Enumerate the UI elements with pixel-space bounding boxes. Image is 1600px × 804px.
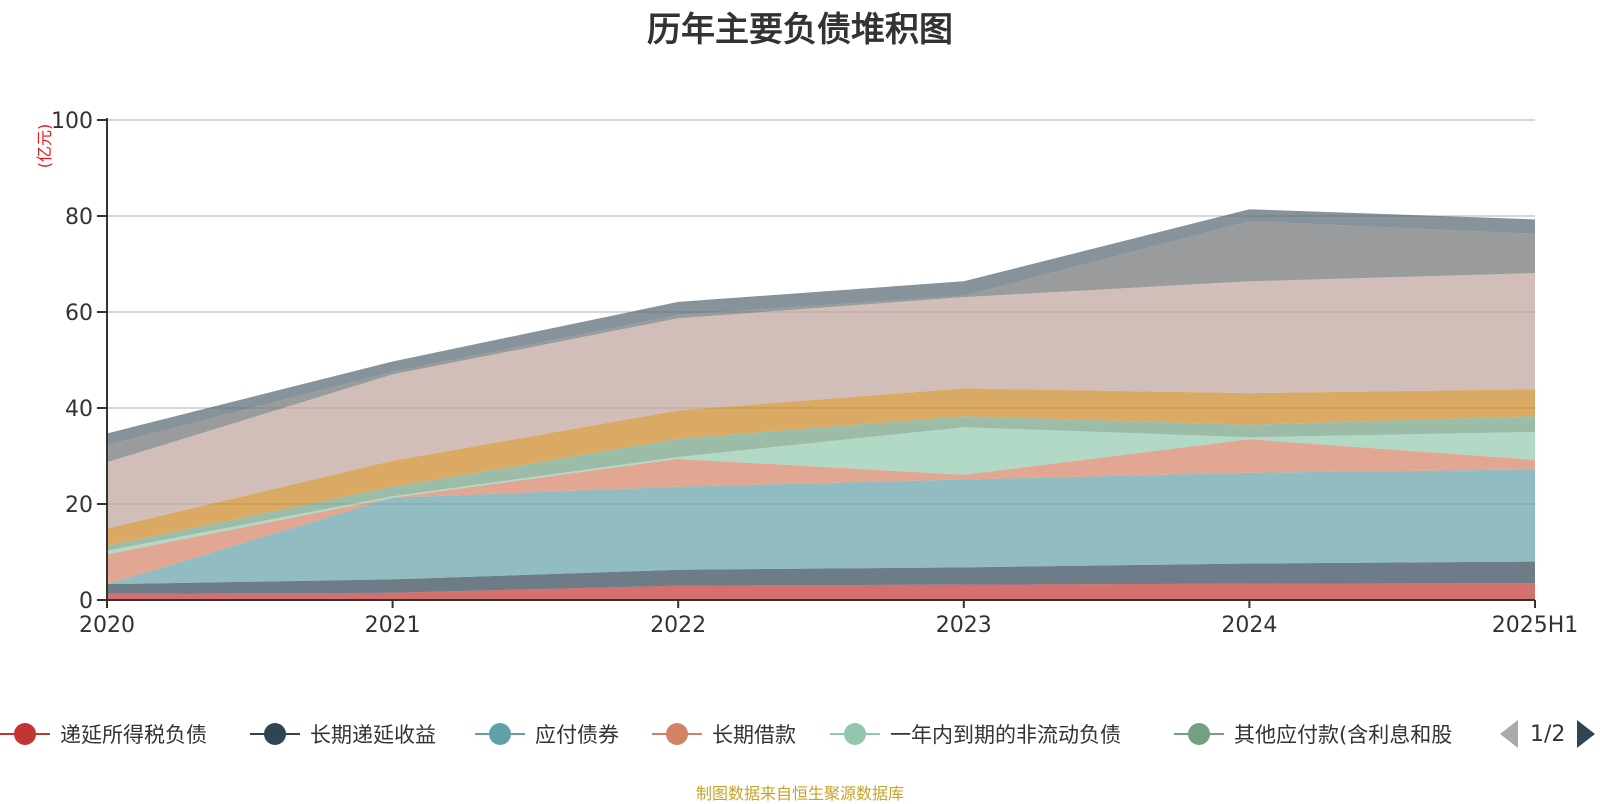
area-series-5 <box>107 416 1535 551</box>
legend-marker-icon <box>830 719 880 749</box>
y-tick-label: 60 <box>65 301 93 326</box>
legend-label: 长期递延收益 <box>310 723 436 747</box>
area-series-2 <box>107 469 1535 585</box>
x-tick-label: 2024 <box>1221 613 1277 638</box>
x-tick-label: 2025H1 <box>1492 613 1579 638</box>
source-note: 制图数据来自恒生聚源数据库 <box>695 784 904 803</box>
y-tick-label: 20 <box>65 493 93 518</box>
legend-label: 长期借款 <box>712 723 796 747</box>
pager-text: 1/2 <box>1530 721 1566 747</box>
area-series-6 <box>107 388 1535 546</box>
pager-prev-icon[interactable] <box>1500 720 1518 748</box>
area-series-7 <box>107 273 1535 529</box>
axes: 0 20 40 60 80 100 2020 2021 2022 2023 2024 2025H1 <box>51 109 1578 638</box>
area-series-4 <box>107 427 1535 555</box>
legend: 递延所得税负债 长期递延收益 应付债券 长期借款 一年内到期的非流动负债 其他应付款(含利… <box>0 716 1600 752</box>
legend-marker-icon <box>652 719 702 749</box>
pager-next-icon[interactable] <box>1577 720 1596 748</box>
area-series-layer <box>107 209 1535 600</box>
legend-label: 递延所得税负债 <box>60 723 207 747</box>
y-axis-unit-label: (亿元) <box>35 124 54 169</box>
legend-label: 应付债券 <box>535 723 619 747</box>
legend-marker-icon <box>250 719 300 749</box>
legend-marker-icon <box>0 719 50 749</box>
y-tick-label: 100 <box>51 109 93 134</box>
legend-pager: 1/2 <box>1500 716 1596 752</box>
legend-item[interactable]: 长期借款 <box>652 716 796 752</box>
area-series-8 <box>107 221 1535 463</box>
y-tick-label: 80 <box>65 205 93 230</box>
legend-item[interactable]: 应付债券 <box>475 716 619 752</box>
x-tick-label: 2022 <box>650 613 706 638</box>
legend-item[interactable]: 一年内到期的非流动负债 <box>830 716 1121 752</box>
x-tick-label: 2021 <box>365 613 421 638</box>
legend-item[interactable]: 长期递延收益 <box>250 716 436 752</box>
legend-label: 一年内到期的非流动负债 <box>890 723 1121 747</box>
x-tick-label: 2023 <box>936 613 992 638</box>
legend-marker-icon <box>475 719 525 749</box>
area-series-3 <box>107 439 1535 585</box>
legend-item[interactable]: 递延所得税负债 <box>0 716 207 752</box>
chart-title: 历年主要负债堆积图 <box>647 10 953 50</box>
area-series-0 <box>107 583 1535 600</box>
y-tick-label: 0 <box>79 589 93 614</box>
legend-marker-icon <box>1174 719 1224 749</box>
y-tick-label: 40 <box>65 397 93 422</box>
area-series-1 <box>107 561 1535 594</box>
legend-label: 其他应付款(含利息和股 <box>1234 723 1453 747</box>
legend-item[interactable]: 其他应付款(含利息和股 <box>1174 716 1452 752</box>
x-tick-label: 2020 <box>79 613 135 638</box>
